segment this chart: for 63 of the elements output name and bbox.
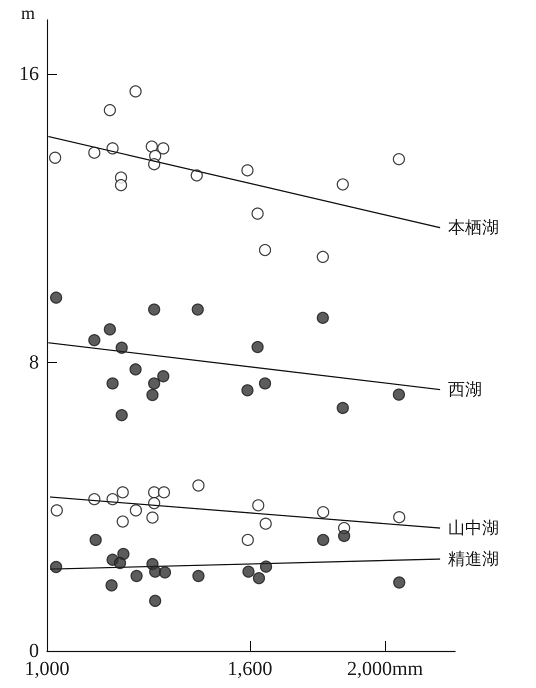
point [251, 340, 264, 354]
point [50, 504, 63, 517]
point [317, 506, 330, 518]
point [158, 486, 170, 498]
point [146, 511, 159, 524]
point [129, 85, 142, 98]
point [252, 499, 264, 512]
point [252, 572, 266, 584]
x-tick-label: 2,000mm [346, 658, 424, 680]
point [148, 377, 160, 390]
series-label: 西湖 [448, 380, 482, 400]
point [258, 377, 272, 390]
point [338, 530, 350, 542]
point [88, 146, 100, 159]
point [251, 207, 264, 220]
point [116, 515, 129, 528]
point [158, 566, 172, 579]
point [146, 140, 158, 153]
point [116, 486, 129, 498]
point [316, 250, 329, 264]
point [90, 534, 102, 546]
point [392, 388, 406, 401]
point [105, 579, 118, 592]
point [114, 178, 128, 192]
point [317, 534, 330, 546]
point [336, 402, 349, 414]
point [106, 377, 119, 390]
point [104, 104, 116, 116]
point [258, 244, 272, 256]
point [260, 518, 272, 530]
point [148, 303, 160, 316]
point [393, 511, 406, 524]
series-label: 山中湖 [448, 518, 500, 538]
point [192, 303, 204, 316]
point [316, 312, 329, 324]
point [130, 570, 143, 582]
point [129, 363, 142, 376]
point [149, 594, 162, 608]
point [190, 169, 203, 182]
point [157, 370, 170, 382]
point [157, 142, 170, 155]
point [242, 566, 255, 578]
x-tick-label: 1,600 [227, 658, 272, 680]
point [192, 570, 205, 582]
y-tick-label: 8 [29, 352, 39, 374]
point [392, 153, 406, 166]
point [336, 178, 349, 191]
series-label: 精進湖 [448, 550, 500, 569]
point [242, 534, 254, 546]
point [192, 479, 205, 492]
point [88, 334, 100, 346]
y-tick-label: 16 [19, 63, 39, 86]
point [241, 384, 254, 396]
point [241, 164, 254, 177]
point [393, 576, 406, 589]
point [50, 291, 62, 304]
point [104, 323, 116, 336]
point [116, 409, 128, 422]
point [48, 152, 62, 164]
y-axis-title: m [20, 3, 35, 23]
point [146, 388, 159, 402]
series-label: 本栖湖 [448, 218, 500, 238]
point [130, 504, 142, 517]
